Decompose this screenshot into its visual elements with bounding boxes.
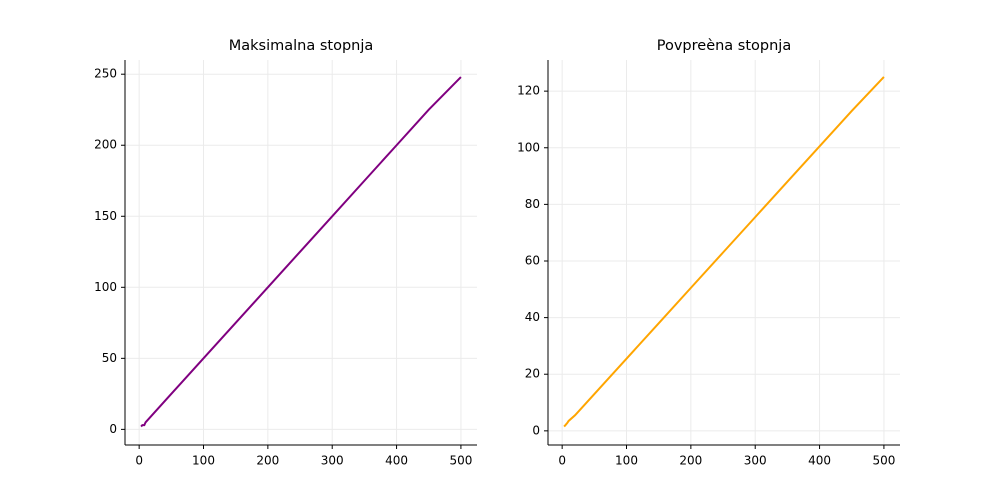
- x-tick-label: 100: [192, 454, 215, 468]
- y-tick-label: 40: [525, 310, 540, 324]
- x-tick-label: 400: [385, 454, 408, 468]
- x-tick-label: 300: [744, 454, 767, 468]
- x-tick-label: 500: [872, 454, 895, 468]
- x-tick-label: 0: [558, 454, 566, 468]
- y-tick-label: 200: [94, 138, 117, 152]
- y-tick-label: 100: [94, 280, 117, 294]
- x-tick-label: 100: [615, 454, 638, 468]
- x-tick-label: 0: [135, 454, 143, 468]
- y-tick-label: 80: [525, 197, 540, 211]
- chart-title: Povpreèna stopnja: [657, 38, 791, 54]
- data-line: [140, 76, 462, 428]
- y-tick-label: 250: [94, 67, 117, 81]
- x-tick-label: 200: [679, 454, 702, 468]
- y-tick-label: 50: [102, 351, 117, 365]
- x-tick-label: 400: [808, 454, 831, 468]
- y-tick-label: 100: [517, 140, 540, 154]
- x-tick-label: 500: [449, 454, 472, 468]
- chart-title: Maksimalna stopnja: [229, 38, 374, 54]
- y-tick-label: 150: [94, 209, 117, 223]
- y-tick-label: 60: [525, 253, 540, 267]
- y-tick-label: 120: [517, 84, 540, 98]
- y-tick-label: 0: [109, 422, 117, 436]
- data-line: [563, 76, 885, 428]
- x-tick-label: 300: [321, 454, 344, 468]
- y-tick-label: 20: [525, 367, 540, 381]
- y-tick-label: 0: [532, 423, 540, 437]
- x-tick-label: 200: [256, 454, 279, 468]
